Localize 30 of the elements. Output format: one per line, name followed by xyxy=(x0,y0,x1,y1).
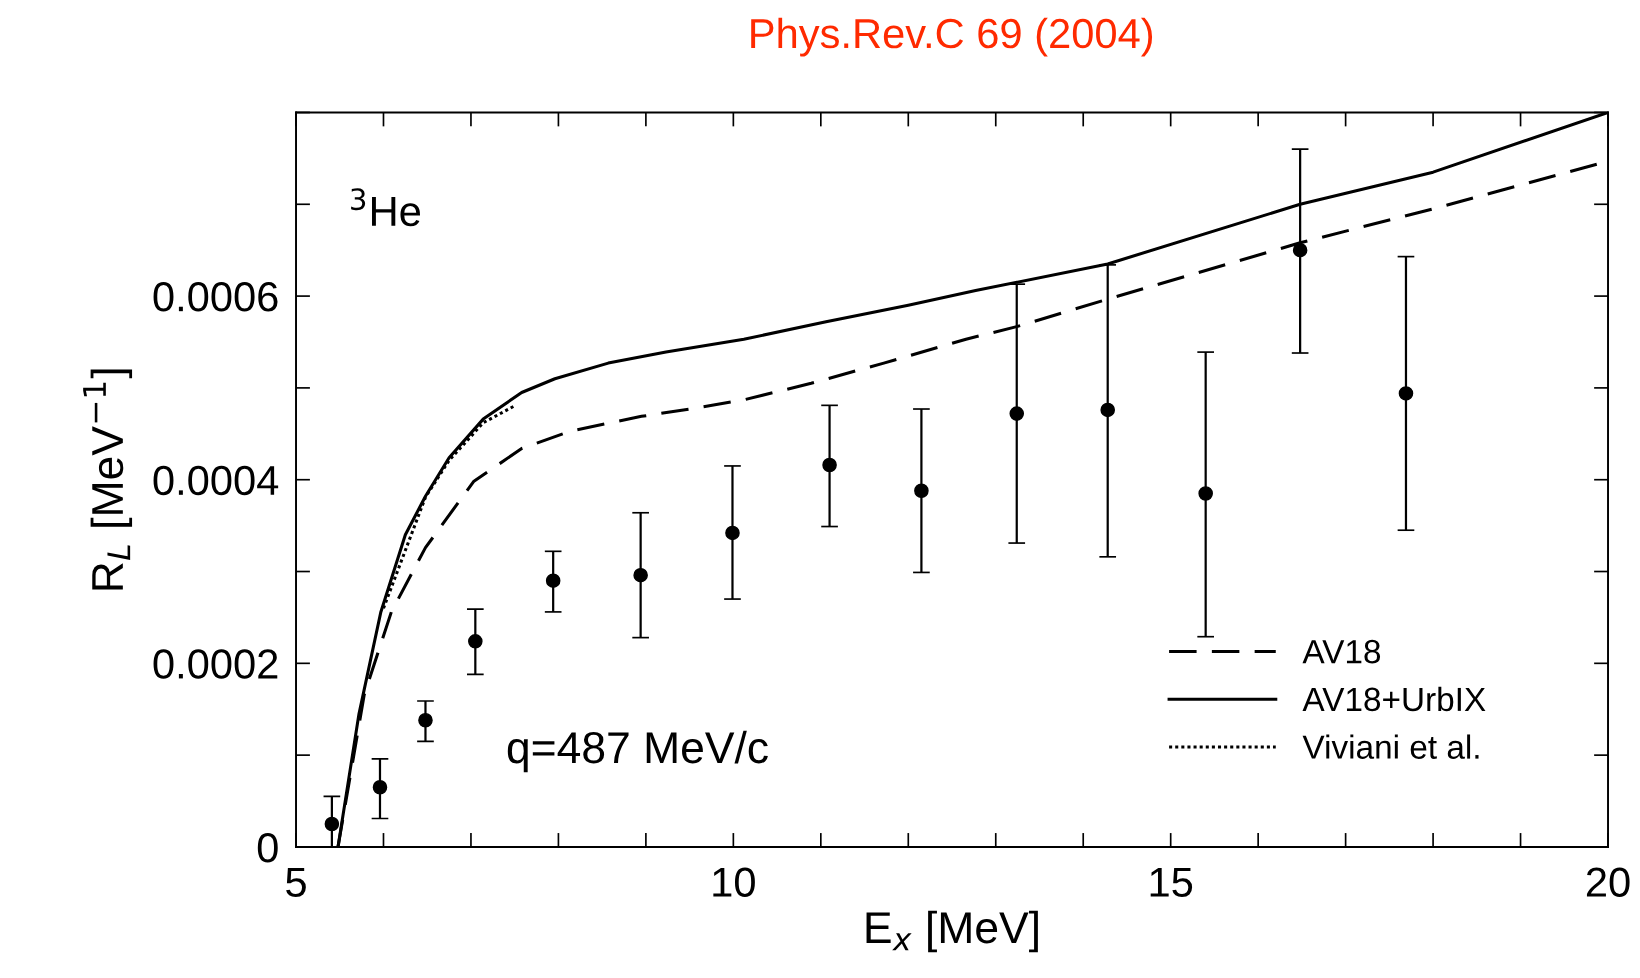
x-tick-label: 15 xyxy=(1150,867,1193,897)
y-tick-label: 0.0006 xyxy=(153,282,278,312)
point xyxy=(468,634,483,649)
x-tick-label: 20 xyxy=(1586,867,1630,897)
point xyxy=(324,816,340,832)
point xyxy=(1198,486,1213,501)
chart-title: Phys.Rev.C 69 (2004) xyxy=(751,17,1153,57)
legend-label: AV18+UrbIX xyxy=(1302,686,1486,712)
annotation: $^{3}$He xyxy=(351,188,421,227)
legend-label: Viviani et al. xyxy=(1302,734,1479,759)
y-tick-label: 0.0004 xyxy=(153,465,279,496)
y-axis-title: R$_{L}$ [MeV$^{−1}$] xyxy=(83,369,133,590)
point xyxy=(418,712,433,728)
point xyxy=(372,779,388,795)
point xyxy=(633,567,648,583)
y-tick-label: 0.0002 xyxy=(153,649,278,679)
point xyxy=(1100,402,1115,418)
legend-label: AV18 xyxy=(1302,639,1381,664)
point xyxy=(545,573,561,588)
point xyxy=(822,457,837,473)
point xyxy=(725,525,740,541)
point xyxy=(1009,406,1025,421)
x-tick-label: 10 xyxy=(713,867,755,897)
x-tick-label: 5 xyxy=(286,867,306,897)
point xyxy=(914,483,929,499)
point xyxy=(1292,242,1308,258)
x-axis-title: E$_{x}$ [MeV] xyxy=(866,910,1038,953)
point xyxy=(1398,386,1414,401)
y-tick-label: 0 xyxy=(257,832,278,863)
annotation: q=487 MeV/c xyxy=(507,730,768,773)
